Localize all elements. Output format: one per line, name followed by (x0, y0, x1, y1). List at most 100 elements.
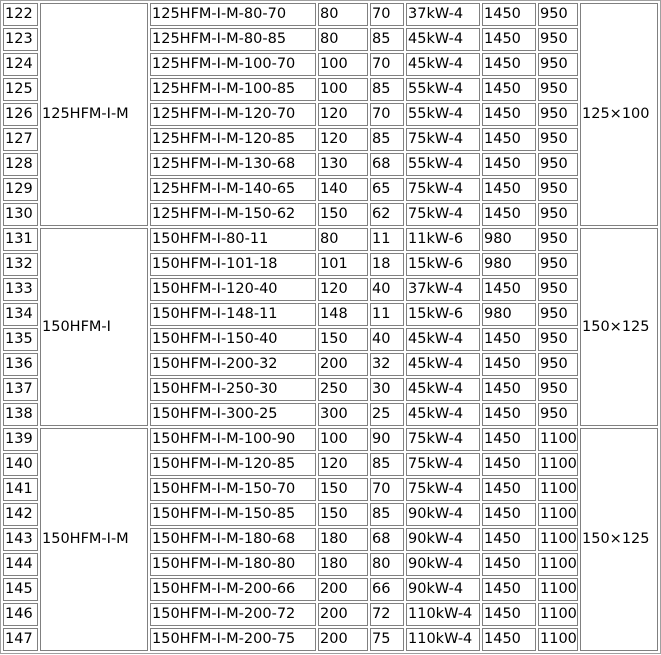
power: 110kW-4 (406, 628, 480, 651)
row-number: 146 (3, 603, 38, 626)
head: 68 (370, 153, 404, 176)
model: 150HFM-I-101-18 (150, 253, 316, 276)
power: 55kW-4 (406, 153, 480, 176)
model: 125HFM-I-M-100-85 (150, 78, 316, 101)
head: 68 (370, 528, 404, 551)
impeller: 1100 (538, 553, 578, 576)
impeller: 1100 (538, 603, 578, 626)
impeller: 950 (538, 128, 578, 151)
row-number: 147 (3, 628, 38, 651)
row-number: 124 (3, 53, 38, 76)
flow: 80 (318, 28, 368, 51)
speed: 1450 (482, 503, 536, 526)
model: 125HFM-I-M-100-70 (150, 53, 316, 76)
table-row: 134 150HFM-I-148-11 148 11 15kW-6 980 950 (3, 303, 658, 326)
row-number: 127 (3, 128, 38, 151)
power: 15kW-6 (406, 303, 480, 326)
flow: 200 (318, 603, 368, 626)
speed: 1450 (482, 278, 536, 301)
row-number: 138 (3, 403, 38, 426)
flow: 100 (318, 53, 368, 76)
flow: 120 (318, 128, 368, 151)
impeller: 950 (538, 53, 578, 76)
model: 150HFM-I-M-100-90 (150, 428, 316, 451)
table-row: 124 125HFM-I-M-100-70 100 70 45kW-4 1450 950 (3, 53, 658, 76)
model: 150HFM-I-M-200-66 (150, 578, 316, 601)
speed: 1450 (482, 153, 536, 176)
impeller: 950 (538, 3, 578, 26)
speed: 1450 (482, 78, 536, 101)
speed: 980 (482, 228, 536, 251)
flow: 80 (318, 228, 368, 251)
row-number: 122 (3, 3, 38, 26)
power: 37kW-4 (406, 3, 480, 26)
model: 150HFM-I-250-30 (150, 378, 316, 401)
power: 37kW-4 (406, 278, 480, 301)
table-row: 126 125HFM-I-M-120-70 120 70 55kW-4 1450 950 (3, 103, 658, 126)
model: 150HFM-I-M-200-72 (150, 603, 316, 626)
impeller: 1100 (538, 428, 578, 451)
head: 70 (370, 103, 404, 126)
impeller: 950 (538, 253, 578, 276)
model: 125HFM-I-M-80-85 (150, 28, 316, 51)
power: 45kW-4 (406, 328, 480, 351)
row-number: 136 (3, 353, 38, 376)
table-row: 125 125HFM-I-M-100-85 100 85 55kW-4 1450 950 (3, 78, 658, 101)
impeller: 1100 (538, 628, 578, 651)
table-row: 147 150HFM-I-M-200-75 200 75 110kW-4 1450 1100 (3, 628, 658, 651)
power: 90kW-4 (406, 578, 480, 601)
head: 70 (370, 53, 404, 76)
flow: 120 (318, 278, 368, 301)
table-row: 142 150HFM-I-M-150-85 150 85 90kW-4 1450 1100 (3, 503, 658, 526)
table-row: 122 125HFM-I-M 125HFM-I-M-80-70 80 70 37kW-4 1… (3, 3, 658, 226)
speed: 1450 (482, 553, 536, 576)
speed: 1450 (482, 428, 536, 451)
table-row: 132 150HFM-I-101-18 101 18 15kW-6 980 950 (3, 253, 658, 276)
flow: 130 (318, 153, 368, 176)
head: 80 (370, 553, 404, 576)
impeller: 950 (538, 153, 578, 176)
speed: 1450 (482, 378, 536, 401)
head: 18 (370, 253, 404, 276)
model: 125HFM-I-M-120-70 (150, 103, 316, 126)
head: 62 (370, 203, 404, 226)
impeller: 1100 (538, 528, 578, 551)
speed: 1450 (482, 528, 536, 551)
head: 11 (370, 303, 404, 326)
model: 150HFM-I-M-150-85 (150, 503, 316, 526)
head: 85 (370, 503, 404, 526)
speed: 1450 (482, 203, 536, 226)
speed: 1450 (482, 178, 536, 201)
flow: 100 (318, 78, 368, 101)
series: 150HFM-I (40, 228, 148, 426)
flow: 101 (318, 253, 368, 276)
head: 32 (370, 353, 404, 376)
speed: 980 (482, 303, 536, 326)
impeller: 950 (538, 328, 578, 351)
head: 25 (370, 403, 404, 426)
speed: 1450 (482, 103, 536, 126)
power: 75kW-4 (406, 453, 480, 476)
flow: 150 (318, 328, 368, 351)
power: 45kW-4 (406, 403, 480, 426)
impeller: 950 (538, 353, 578, 376)
impeller: 950 (538, 378, 578, 401)
head: 66 (370, 578, 404, 601)
table-row: 137 150HFM-I-250-30 250 30 45kW-4 1450 950 (3, 378, 658, 401)
speed: 1450 (482, 603, 536, 626)
power: 90kW-4 (406, 503, 480, 526)
model: 125HFM-I-M-140-65 (150, 178, 316, 201)
power: 75kW-4 (406, 203, 480, 226)
flow: 150 (318, 503, 368, 526)
speed: 1450 (482, 328, 536, 351)
power: 45kW-4 (406, 53, 480, 76)
impeller: 950 (538, 228, 578, 251)
row-number: 137 (3, 378, 38, 401)
table-row: 140 150HFM-I-M-120-85 120 85 75kW-4 1450 1100 (3, 453, 658, 476)
model: 150HFM-I-120-40 (150, 278, 316, 301)
head: 72 (370, 603, 404, 626)
model: 150HFM-I-148-11 (150, 303, 316, 326)
model: 150HFM-I-M-180-80 (150, 553, 316, 576)
model: 150HFM-I-M-180-68 (150, 528, 316, 551)
